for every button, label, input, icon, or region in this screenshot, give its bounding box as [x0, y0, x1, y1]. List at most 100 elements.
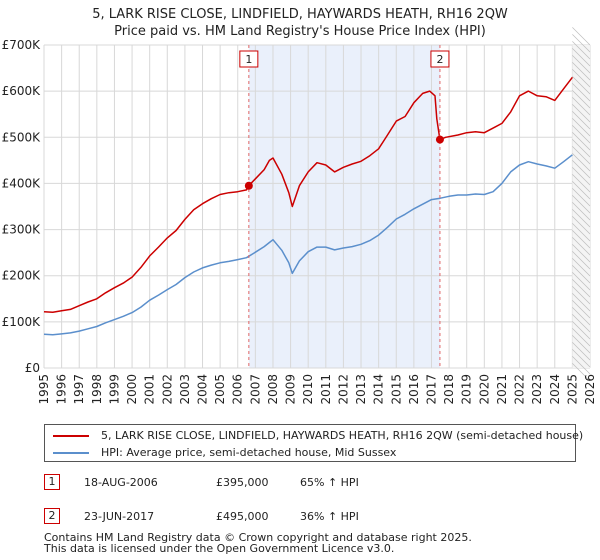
x-tick-label: 2007: [248, 374, 262, 405]
x-tick-label: 2006: [231, 374, 245, 405]
hatch-stroke: [572, 153, 591, 172]
sale-badge: 2: [44, 508, 60, 524]
hatch-stroke: [572, 76, 591, 95]
x-tick-label: 2020: [477, 374, 491, 405]
hatch-stroke: [572, 118, 591, 137]
chart-title-line: 5, LARK RISE CLOSE, LINDFIELD, HAYWARDS …: [92, 7, 508, 22]
hatch-stroke: [572, 258, 591, 277]
hatch-stroke: [572, 195, 591, 214]
sale-marker-label: 1: [245, 53, 252, 66]
x-tick-label: 2012: [336, 374, 350, 405]
hatch-stroke: [572, 237, 591, 256]
hatch-stroke: [572, 132, 591, 151]
x-tick-label: 2015: [389, 374, 403, 405]
hatch-stroke: [572, 90, 591, 109]
hatch-stroke: [572, 97, 591, 116]
hatch-stroke: [572, 216, 591, 235]
sale-price: £395,000: [216, 476, 269, 489]
x-tick-label: 2004: [196, 374, 210, 405]
series-lines: [43, 76, 573, 336]
hatch-stroke: [572, 174, 591, 193]
hatch-stroke: [572, 181, 591, 200]
x-tick-label: 2013: [354, 374, 368, 405]
sale-marker-box: [430, 50, 450, 68]
hatch-stroke: [572, 111, 591, 130]
hatch-stroke: [572, 356, 591, 375]
y-tick-label: £400K: [2, 176, 42, 190]
hatch-stroke: [572, 69, 591, 88]
x-tick-label: 1999: [107, 374, 121, 405]
footer: Contains HM Land Registry data © Crown c…: [44, 532, 472, 554]
x-tick-label: 2002: [160, 374, 174, 405]
hatch-stroke: [572, 244, 591, 263]
y-tick-label: £500K: [2, 130, 42, 144]
axis-labels: £0 £100K £200K £300K £400K £500K £600K £700K 199…: [2, 38, 597, 405]
sale-marker-box: [239, 50, 259, 68]
hatch-stroke: [572, 27, 591, 46]
sale-hpi-change: 65% ↑ HPI: [300, 476, 359, 489]
legend-swatch-hpi: [53, 451, 89, 454]
y-tick-label: £0: [25, 361, 40, 375]
hatch-stroke: [572, 307, 591, 326]
hatch-stroke: [572, 272, 591, 291]
hatch-stroke: [572, 83, 591, 102]
x-tick-label: 2011: [319, 374, 333, 405]
legend: 5, LARK RISE CLOSE, LINDFIELD, HAYWARDS …: [44, 424, 583, 462]
sale-date: 23-JUN-2017: [84, 510, 155, 523]
sale-date: 18-AUG-2006: [84, 476, 158, 489]
hatch-stroke: [572, 160, 591, 179]
chart-subtitle: Price paid vs. HM Land Registry's House …: [114, 24, 486, 39]
x-tick-label: 2010: [301, 374, 315, 405]
forecast-hatch-area: [572, 45, 590, 368]
x-tick-label: 2025: [565, 374, 579, 405]
hatch-stroke: [572, 167, 591, 186]
sale-point: [244, 181, 253, 190]
hatch-stroke: [572, 41, 591, 60]
hatch-stroke: [572, 363, 591, 382]
x-tick-label: 1997: [72, 374, 86, 405]
hatch-stroke: [572, 104, 591, 123]
hatch-stroke: [572, 34, 591, 53]
hatch-stroke: [572, 321, 591, 340]
hatch-stroke: [572, 223, 591, 242]
x-tick-label: 2005: [213, 374, 227, 405]
x-tick-label: 1995: [37, 374, 51, 405]
legend-item-hpi: HPI: Average price, semi-detached house,…: [53, 444, 396, 461]
x-tick-label: 2023: [530, 374, 544, 405]
x-tick-label: 2026: [583, 374, 597, 405]
x-tick-label: 2016: [407, 374, 421, 405]
legend-item-property: 5, LARK RISE CLOSE, LINDFIELD, HAYWARDS …: [53, 427, 583, 444]
hatch-stroke: [572, 265, 591, 284]
y-tick-label: £300K: [2, 223, 42, 237]
forecast-hatch: [572, 27, 591, 382]
y-tick-label: £600K: [2, 84, 42, 98]
hatch-stroke: [572, 125, 591, 144]
hatch-stroke: [572, 279, 591, 298]
x-tick-label: 2000: [125, 374, 139, 405]
x-tick-label: 2019: [460, 374, 474, 405]
hatch-stroke: [572, 293, 591, 312]
footer-licence: This data is licensed under the Open Gov…: [44, 542, 395, 555]
sale-badge: 1: [44, 474, 60, 490]
x-tick-label: 2001: [143, 374, 157, 405]
hpi-line: [43, 154, 573, 336]
legend-swatch-property: [53, 434, 89, 437]
ownership-period-shade: [248, 45, 440, 368]
hatch-stroke: [572, 55, 591, 74]
legend-label-property: 5, LARK RISE CLOSE, LINDFIELD, HAYWARDS …: [101, 429, 584, 442]
x-tick-label: 2014: [372, 374, 386, 405]
x-tick-label: 2022: [513, 374, 527, 405]
y-tick-label: £700K: [2, 38, 42, 52]
hatch-stroke: [572, 251, 591, 270]
hatch-stroke: [572, 209, 591, 228]
y-tick-label: £100K: [2, 315, 42, 329]
footer-copyright: Contains HM Land Registry data © Crown c…: [44, 531, 472, 544]
hatch-stroke: [572, 300, 591, 319]
y-tick-label: £200K: [2, 269, 42, 283]
x-tick-label: 2018: [442, 374, 456, 405]
x-tick-label: 2024: [548, 374, 562, 405]
hatch-stroke: [572, 286, 591, 305]
x-tick-label: 2009: [284, 374, 298, 405]
hatch-stroke: [572, 48, 591, 67]
